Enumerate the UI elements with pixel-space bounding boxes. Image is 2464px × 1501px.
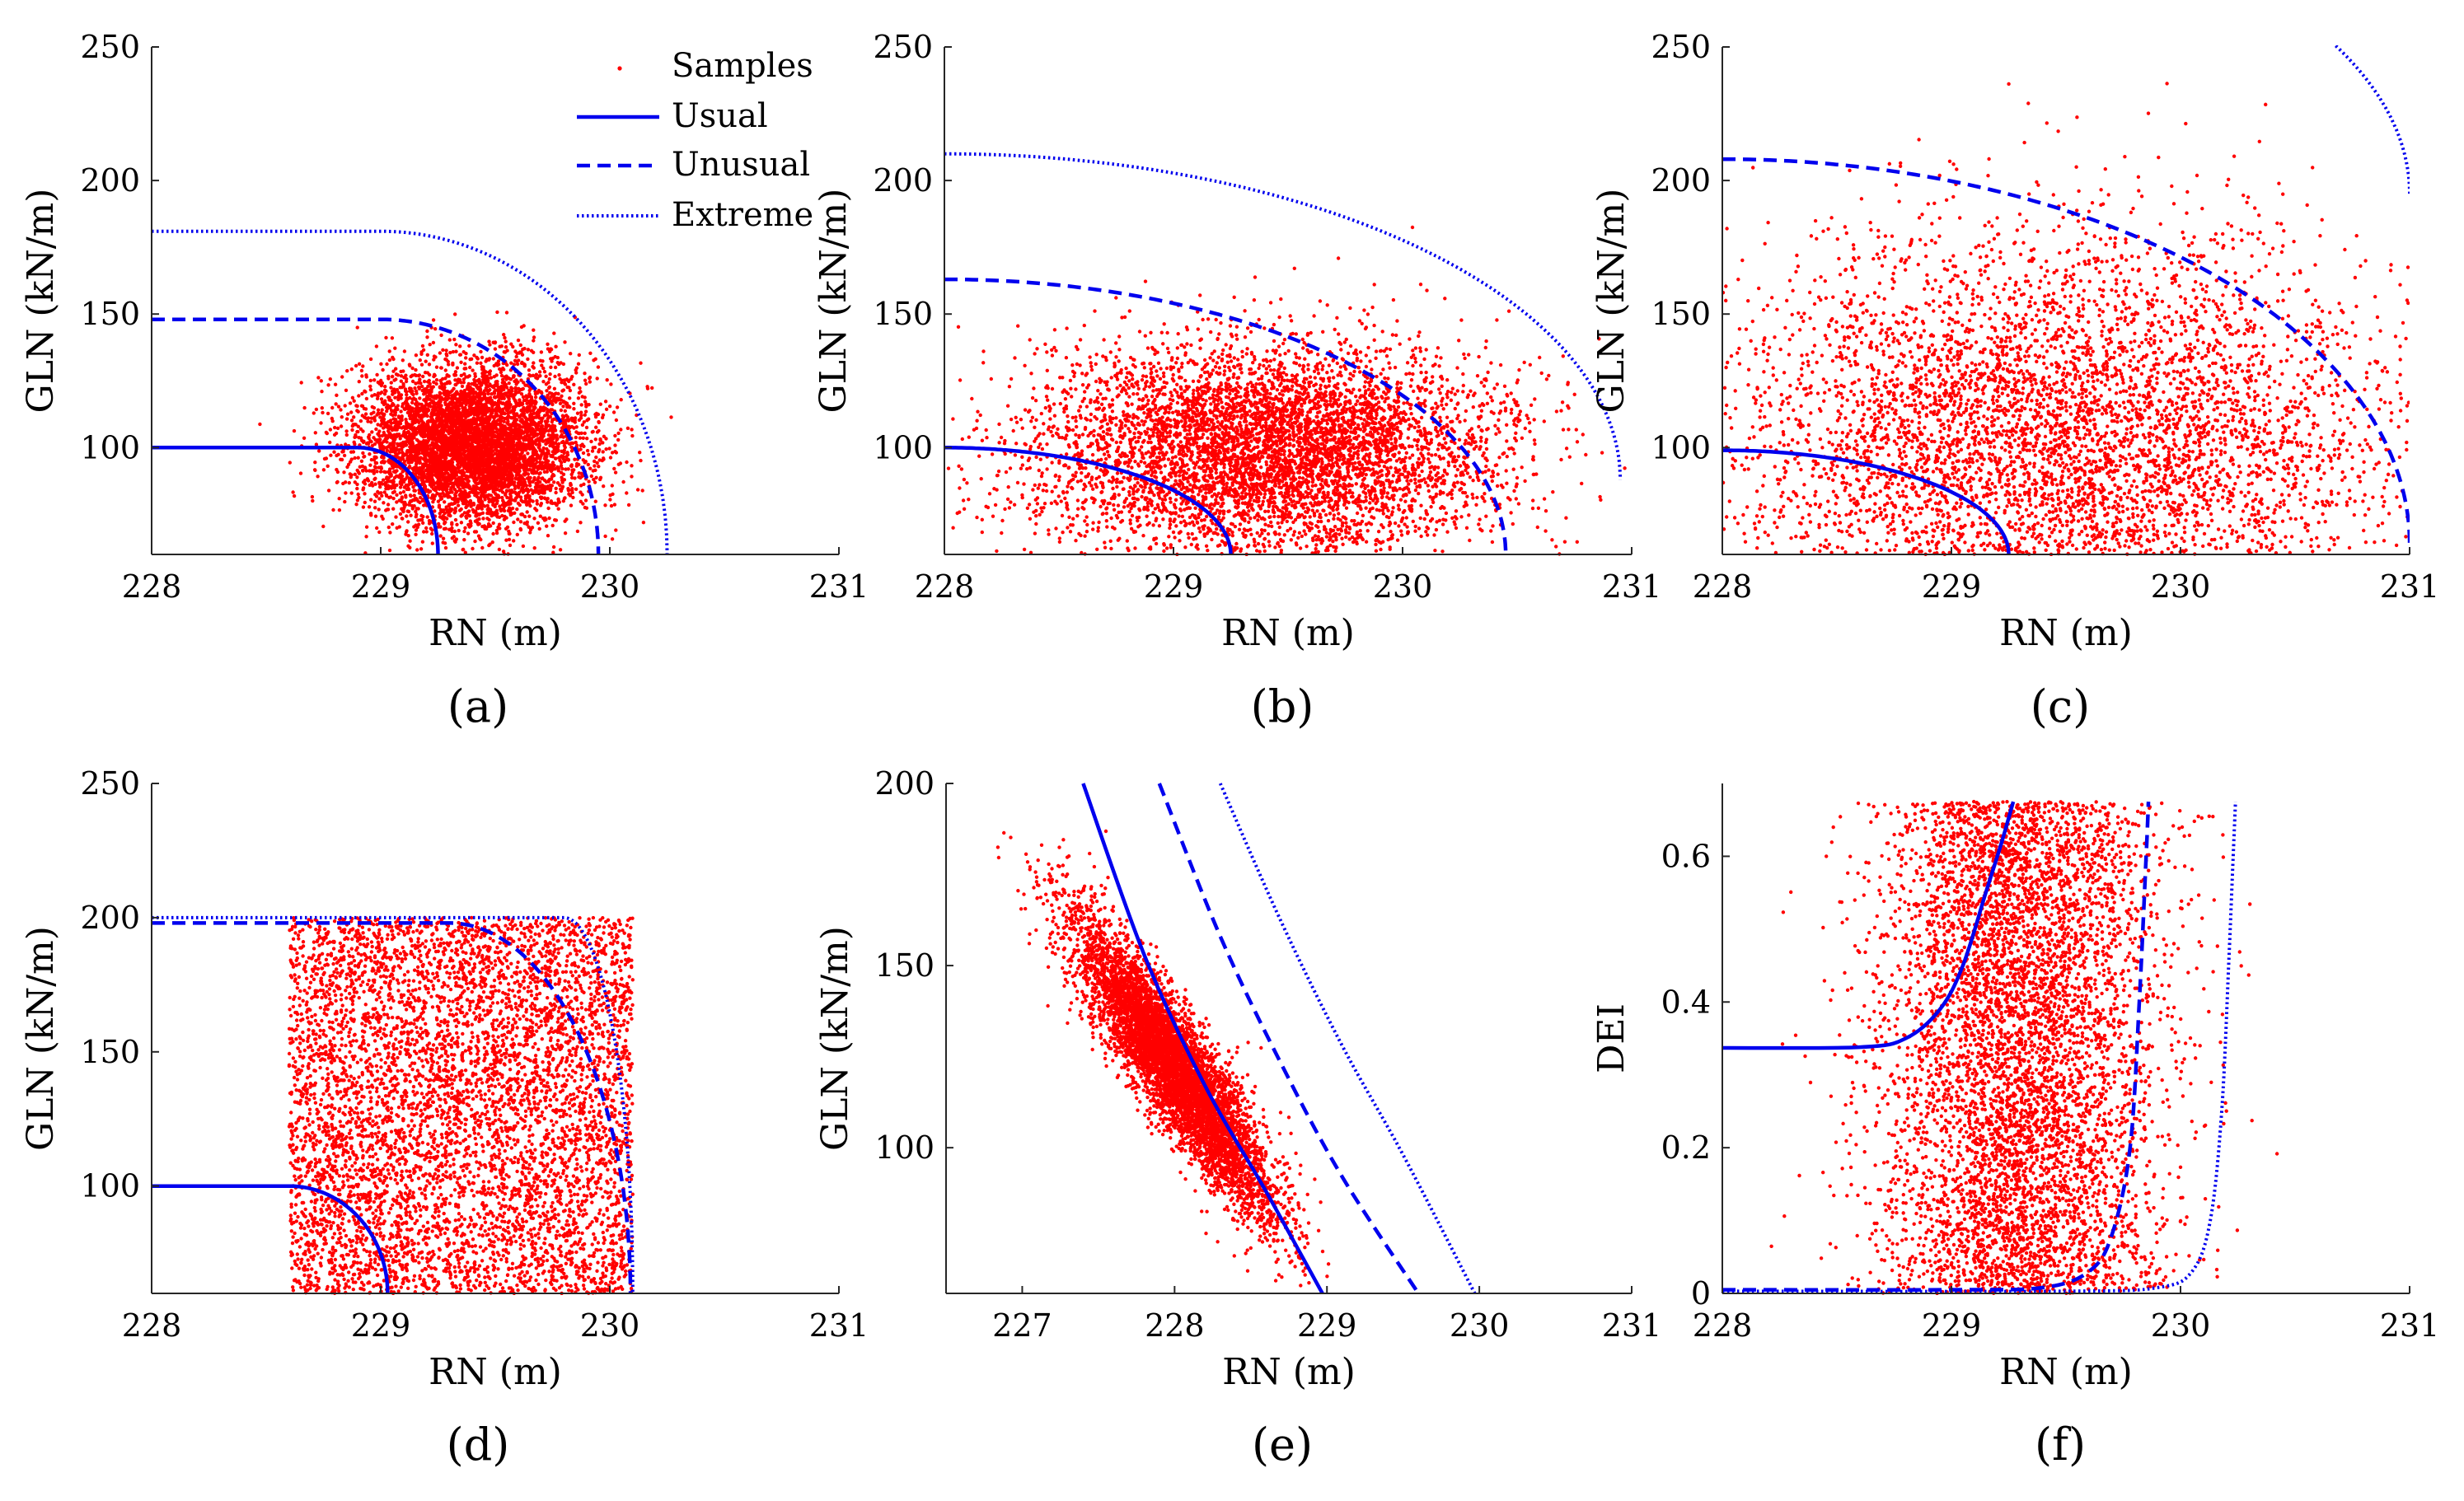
x-tick-label: 230 (580, 568, 640, 605)
panel-label: (a) (447, 680, 508, 732)
y-tick-label: 200 (874, 765, 935, 802)
y-tick-label: 100 (874, 1129, 935, 1166)
y-axis-title: GLN (kN/m) (20, 189, 62, 414)
panel-label: (e) (1252, 1419, 1313, 1471)
y-tick-label: 150 (80, 296, 140, 332)
y-tick-label: 200 (873, 162, 933, 199)
y-axis-title: GLN (kN/m) (813, 189, 855, 414)
x-tick-label: 230 (580, 1307, 640, 1344)
x-axis-title: RN (m) (1221, 612, 1355, 654)
x-axis-title: RN (m) (429, 612, 562, 654)
y-tick-label: 250 (1651, 29, 1711, 65)
y-tick-label: 150 (874, 947, 935, 984)
y-tick-label: 250 (80, 765, 140, 802)
x-tick-label: 231 (809, 568, 869, 605)
y-tick-label: 0 (1691, 1275, 1711, 1312)
x-tick-label: 228 (122, 1307, 182, 1344)
x-tick-label: 228 (915, 568, 975, 605)
y-tick-label: 100 (1651, 429, 1711, 465)
x-tick-label: 231 (1602, 1307, 1662, 1344)
y-tick-label: 250 (873, 29, 933, 65)
x-tick-label: 231 (809, 1307, 869, 1344)
x-tick-label: 228 (1693, 568, 1753, 605)
x-tick-label: 228 (1145, 1307, 1205, 1344)
panel-label: (d) (447, 1419, 510, 1471)
x-tick-label: 231 (1602, 568, 1662, 605)
x-tick-label: 230 (2151, 1307, 2211, 1344)
x-tick-label: 230 (1373, 568, 1433, 605)
x-tick-label: 231 (2380, 1307, 2440, 1344)
legend-label-samples: Samples (672, 47, 813, 85)
y-axis-title: GLN (kN/m) (814, 926, 856, 1151)
x-tick-label: 229 (1297, 1307, 1357, 1344)
x-tick-label: 229 (1922, 568, 1982, 605)
x-axis-title: RN (m) (1999, 612, 2133, 654)
panel-label: (c) (2031, 680, 2090, 732)
y-tick-label: 0.6 (1661, 838, 1711, 874)
x-tick-label: 231 (2380, 568, 2440, 605)
y-tick-label: 250 (80, 29, 140, 65)
y-tick-label: 0.4 (1661, 984, 1711, 1020)
x-tick-label: 227 (992, 1307, 1052, 1344)
x-axis-title: RN (m) (1222, 1351, 1356, 1393)
x-axis-title: RN (m) (1999, 1351, 2133, 1393)
x-tick-label: 230 (2151, 568, 2211, 605)
legend-label-extreme: Extreme (672, 196, 813, 234)
y-tick-label: 200 (1651, 162, 1711, 199)
y-tick-label: 100 (873, 429, 933, 465)
x-tick-label: 229 (351, 1307, 411, 1344)
y-tick-label: 200 (80, 900, 140, 936)
y-axis-title: GLN (kN/m) (1590, 189, 1633, 414)
x-tick-label: 230 (1450, 1307, 1510, 1344)
legend-swatch-samples (617, 66, 621, 70)
x-axis-title: RN (m) (429, 1351, 562, 1393)
panel-label: (b) (1251, 680, 1314, 732)
x-tick-label: 229 (1144, 568, 1204, 605)
y-tick-label: 150 (80, 1034, 140, 1070)
y-tick-label: 200 (80, 162, 140, 199)
legend-label-usual: Usual (672, 97, 768, 135)
x-tick-label: 229 (1922, 1307, 1982, 1344)
panel-label: (f) (2035, 1419, 2086, 1471)
x-tick-label: 228 (122, 568, 182, 605)
y-axis-title: DEI (1590, 1003, 1633, 1073)
y-tick-label: 150 (1651, 296, 1711, 332)
x-tick-label: 228 (1693, 1307, 1753, 1344)
x-tick-label: 229 (351, 568, 411, 605)
y-tick-label: 150 (873, 296, 933, 332)
y-tick-label: 100 (80, 429, 140, 465)
y-tick-label: 100 (80, 1168, 140, 1204)
legend-label-unusual: Unusual (672, 146, 810, 184)
y-axis-title: GLN (kN/m) (20, 926, 62, 1151)
y-tick-label: 0.2 (1661, 1129, 1711, 1166)
